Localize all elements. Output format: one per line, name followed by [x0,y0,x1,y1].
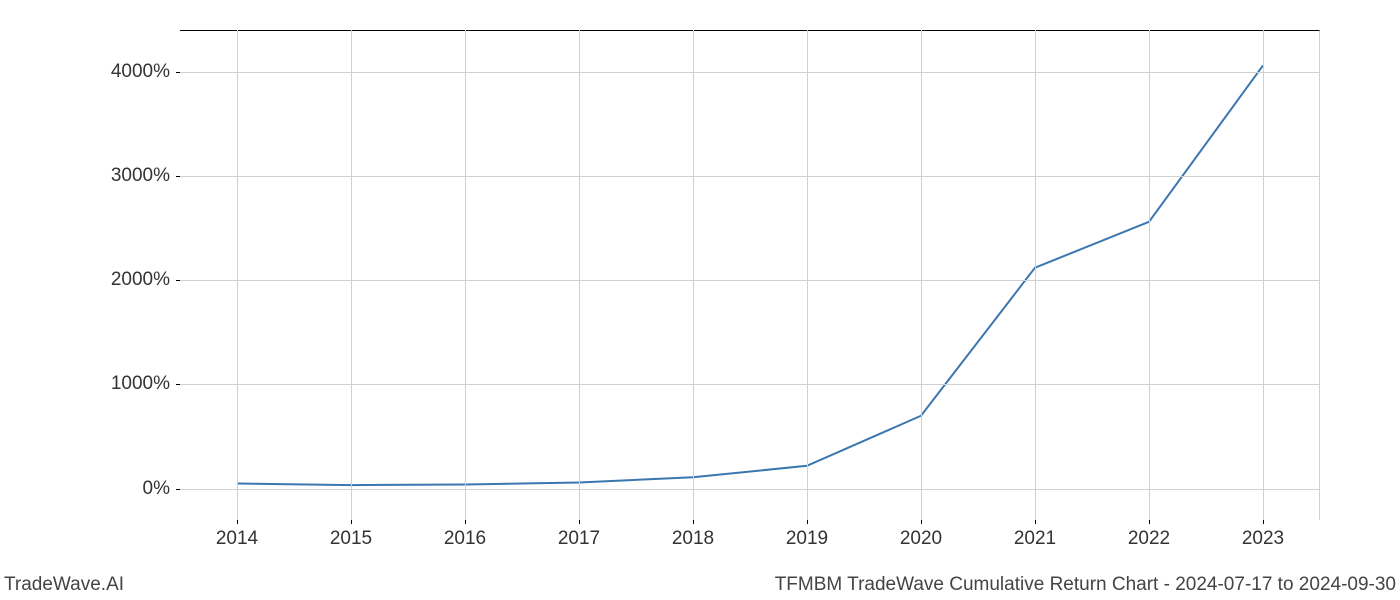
y-axis-tick-label: 1000% [111,373,170,395]
grid-line-vertical [1263,30,1264,520]
footer-caption: TFMBM TradeWave Cumulative Return Chart … [775,574,1396,596]
y-tick-mark [176,384,180,385]
x-axis-tick-label: 2018 [672,528,714,550]
x-tick-mark [351,520,352,524]
x-axis-tick-label: 2014 [216,528,258,550]
data-line [237,65,1263,485]
y-axis-tick-label: 3000% [111,165,170,187]
x-axis-tick-label: 2019 [786,528,828,550]
y-tick-mark [176,72,180,73]
grid-line-vertical [465,30,466,520]
grid-line-vertical [351,30,352,520]
x-axis-tick-label: 2022 [1128,528,1170,550]
x-tick-mark [807,520,808,524]
y-axis-tick-label: 0% [143,478,170,500]
grid-line-vertical [807,30,808,520]
grid-line-vertical [1035,30,1036,520]
grid-line-vertical [693,30,694,520]
x-tick-mark [579,520,580,524]
grid-line-vertical [1149,30,1150,520]
x-axis-tick-label: 2023 [1242,528,1284,550]
y-axis-tick-label: 2000% [111,269,170,291]
chart-plot-area [180,30,1320,520]
grid-line-vertical [921,30,922,520]
x-axis-tick-label: 2021 [1014,528,1056,550]
grid-line-vertical [579,30,580,520]
grid-line-vertical [237,30,238,520]
y-tick-mark [176,176,180,177]
x-tick-mark [1149,520,1150,524]
x-axis-tick-label: 2017 [558,528,600,550]
x-tick-mark [237,520,238,524]
x-tick-mark [693,520,694,524]
x-tick-mark [1035,520,1036,524]
x-tick-mark [921,520,922,524]
x-axis-tick-label: 2016 [444,528,486,550]
x-tick-mark [465,520,466,524]
x-axis-tick-label: 2020 [900,528,942,550]
x-tick-mark [1263,520,1264,524]
x-axis-tick-label: 2015 [330,528,372,550]
y-tick-mark [176,489,180,490]
y-axis-tick-label: 4000% [111,61,170,83]
footer-brand: TradeWave.AI [4,574,124,596]
y-tick-mark [176,280,180,281]
